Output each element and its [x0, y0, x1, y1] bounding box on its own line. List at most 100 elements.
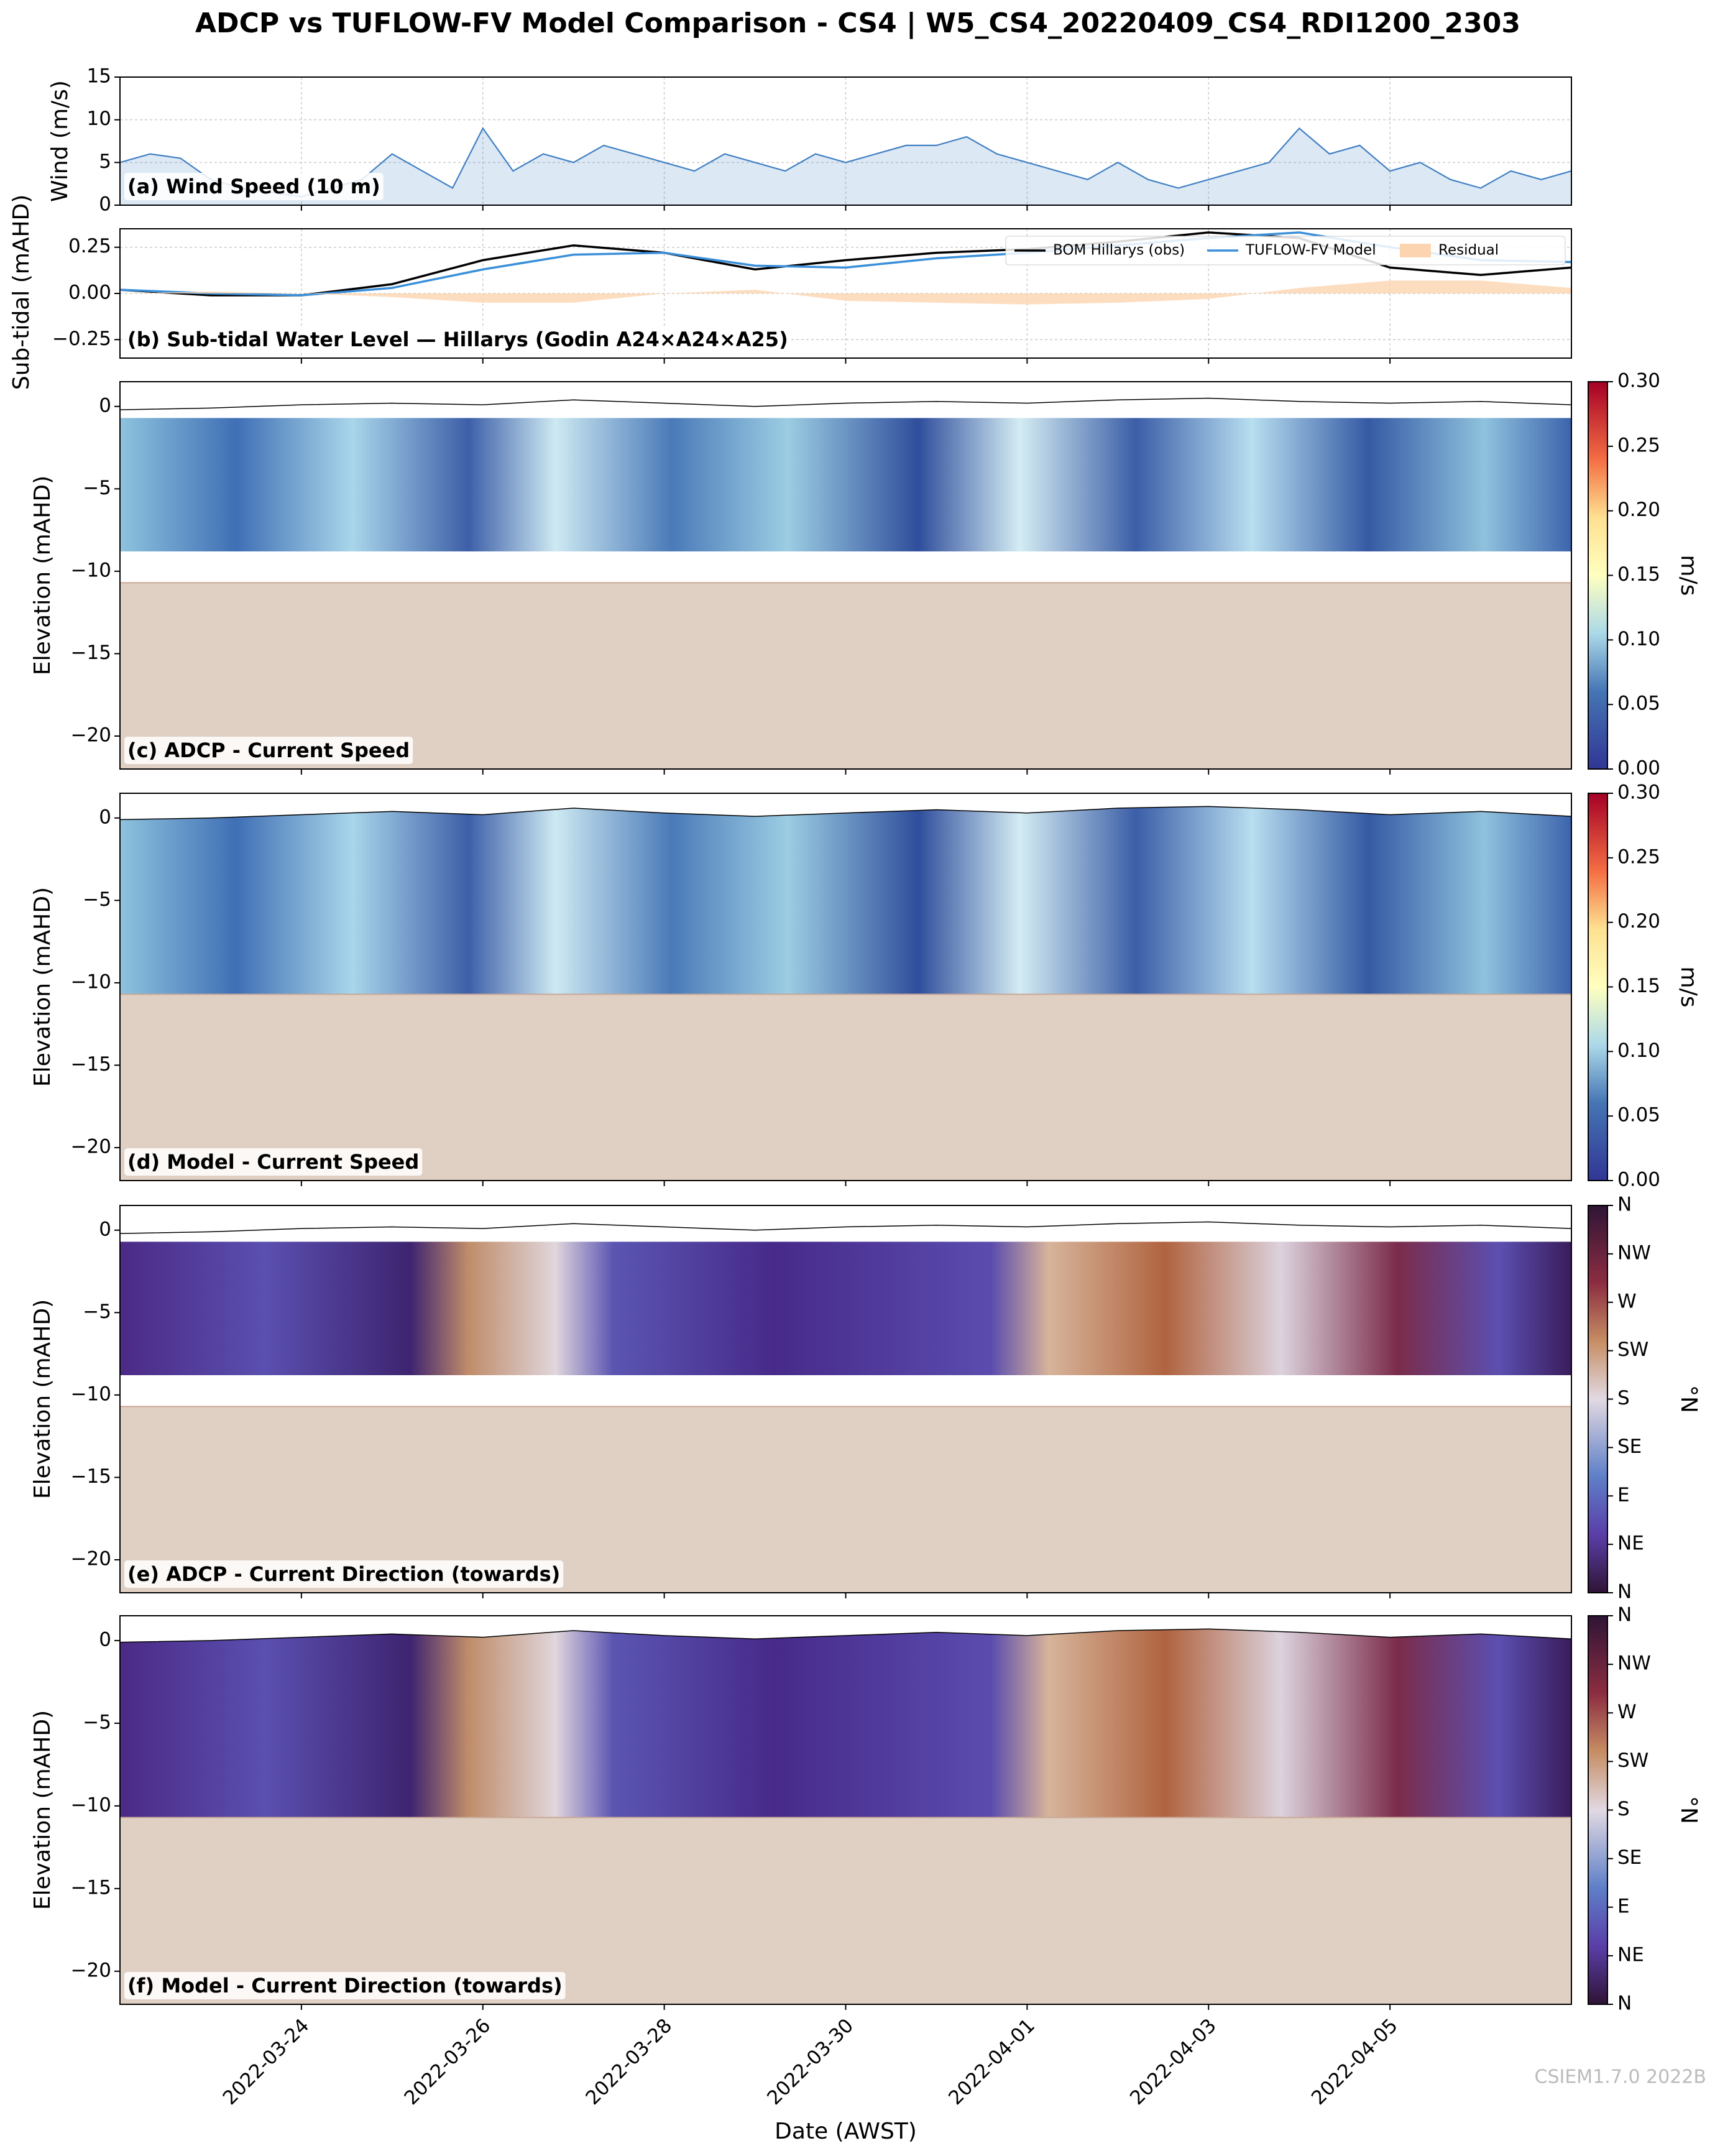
y-tick-label: −20: [71, 1547, 111, 1570]
axes-frame: [119, 76, 1572, 206]
colorbar-tick-label: SE: [1617, 1846, 1642, 1869]
surface-line: [120, 1628, 1571, 1643]
colorbar-tick-label: 0.15: [1617, 975, 1660, 997]
panel: −0.25 0.00 0.25 Sub-tidal (mAHD) BOM Hillary…: [9, 195, 1572, 390]
x-tick-label: 2022-03-26: [400, 2014, 495, 2109]
figure-title: ADCP vs TUFLOW-FV Model Comparison - CS4…: [195, 7, 1520, 39]
colorbar-tick-label: 0.25: [1617, 845, 1660, 868]
x-tick-label: 2022-04-03: [1126, 2014, 1221, 2109]
colorbar-tick-label: S: [1617, 1798, 1630, 1820]
axes-frame: [119, 228, 1572, 359]
axes-frame: [119, 1615, 1572, 2005]
colorbar-tick-label: E: [1617, 1895, 1630, 1917]
colorbar-tick-label: 0.05: [1617, 693, 1660, 715]
colorbar-tick-label: N: [1617, 1604, 1632, 1626]
legend-swatch: [1400, 244, 1431, 257]
x-tick-label: 2022-04-01: [944, 2014, 1039, 2109]
heatmap-field: [120, 1242, 1571, 1376]
panel-label-bg: [124, 326, 791, 353]
colorbar-tick-label: 0.10: [1617, 628, 1660, 650]
y-tick-label: −15: [71, 1876, 111, 1899]
panel: 0 5 10 15 Wind (m/s) (a) Wind Speed (10 m): [47, 65, 1572, 216]
colorbar-tick-label: 0.20: [1617, 499, 1660, 521]
panel: −20 −15 −10 −5 0 Elevation (mAHD) 0.00 0.05 0.10…: [30, 781, 1701, 1191]
panel-label-bg: [124, 173, 384, 200]
y-tick-label: −5: [83, 1711, 111, 1733]
legend-box: [1005, 236, 1566, 265]
panel-label: (c) ADCP - Current Speed: [127, 739, 410, 762]
x-tick-label: 2022-03-28: [581, 2014, 676, 2109]
legend-label: Residual: [1438, 242, 1499, 259]
colorbar-tick-label: N: [1617, 1194, 1632, 1216]
y-tick-label: −20: [71, 724, 111, 746]
panel-label: (e) ADCP - Current Direction (towards): [127, 1562, 560, 1586]
y-tick-label: −10: [71, 1383, 111, 1405]
residual-area: [120, 280, 1571, 305]
panel-label: (a) Wind Speed (10 m): [127, 175, 380, 198]
colorbar-tick-label: W: [1617, 1290, 1637, 1312]
colorbar-tick-label: 0.00: [1617, 1169, 1660, 1191]
y-tick-label: −5: [83, 477, 111, 499]
y-tick-label: 0.00: [68, 282, 111, 304]
y-tick-label: −10: [71, 559, 111, 581]
y-tick-label: −15: [71, 1465, 111, 1488]
colorbar-tick-label: S: [1617, 1387, 1630, 1409]
panel: 2022-03-24 2022-03-26 2022-03-28 2022-03-30…: [30, 1604, 1701, 2145]
plot-area: [120, 1628, 1571, 2004]
colorbar-tick-label: NE: [1617, 1943, 1644, 1966]
panel: −20 −15 −10 −5 0 Elevation (mAHD) 0.00 0.05 0.10…: [30, 370, 1701, 780]
y-tick-label: −0.25: [52, 328, 111, 350]
y-axis-label: Wind (m/s): [47, 80, 73, 202]
panel-label-bg: [124, 737, 413, 764]
y-tick-label: 0.25: [68, 235, 111, 257]
colorbar-tick-label: 0.15: [1617, 563, 1660, 586]
y-tick-label: 0: [99, 394, 111, 417]
panel-label-bg: [124, 1560, 564, 1588]
axes-frame: [119, 793, 1572, 1181]
y-tick-label: 10: [87, 108, 111, 130]
panel-label-bg: [124, 1148, 423, 1176]
x-tick-label: 2022-04-05: [1307, 2014, 1402, 2109]
colorbar-tick-label: NW: [1617, 1652, 1651, 1675]
y-axis-label: Elevation (mAHD): [30, 1710, 55, 1910]
heatmap-field: [120, 418, 1571, 552]
colorbar-label: m/s: [1676, 967, 1701, 1008]
axes-frame: [119, 1205, 1572, 1593]
colorbar-tick-label: 0.10: [1617, 1039, 1660, 1062]
colorbar-label: m/s: [1676, 555, 1701, 596]
plot-area: [120, 397, 1571, 769]
surface-line: [120, 1221, 1571, 1234]
colorbar-tick-label: NE: [1617, 1532, 1644, 1555]
y-axis-label: Elevation (mAHD): [30, 476, 55, 675]
panel-label: (b) Sub-tidal Water Level — Hillarys (Go…: [127, 328, 788, 351]
y-tick-label: 0: [99, 1218, 111, 1240]
y-tick-label: 15: [87, 65, 111, 88]
y-axis-label: Elevation (mAHD): [30, 887, 55, 1087]
panel: −20 −15 −10 −5 0 Elevation (mAHD) N NE E SE S SW W NW…: [30, 1194, 1701, 1603]
y-tick-label: −15: [71, 642, 111, 664]
colorbar-tick-label: 0.30: [1617, 781, 1660, 804]
colorbar-tick-label: NW: [1617, 1242, 1651, 1264]
colorbar-tick-label: SW: [1617, 1749, 1648, 1772]
plot-area: [120, 1221, 1571, 1593]
y-tick-label: 5: [99, 150, 111, 173]
plot-area: [120, 806, 1571, 1181]
colorbar-tick-label: N: [1617, 1992, 1632, 2015]
x-tick-label: 2022-03-24: [219, 2014, 314, 2109]
x-axis-label: Date (AWST): [775, 2119, 917, 2144]
axes-frame: [119, 381, 1572, 770]
y-tick-label: −10: [71, 1794, 111, 1816]
surface-line: [120, 397, 1571, 410]
colorbar-tick-label: 0.05: [1617, 1104, 1660, 1126]
panel-label: (d) Model - Current Speed: [127, 1150, 419, 1174]
colorbar-tick-label: SE: [1617, 1435, 1642, 1458]
watermark: CSIEM1.7.0 2022B: [1535, 2066, 1706, 2088]
heatmap-field: [120, 806, 1571, 995]
colorbar: [1588, 381, 1608, 770]
wind-area: [120, 128, 1571, 205]
legend-label: BOM Hillarys (obs): [1053, 242, 1185, 259]
x-tick-label: 2022-03-30: [763, 2014, 858, 2109]
y-tick-label: −5: [83, 1301, 111, 1323]
colorbar-tick-label: E: [1617, 1484, 1630, 1506]
